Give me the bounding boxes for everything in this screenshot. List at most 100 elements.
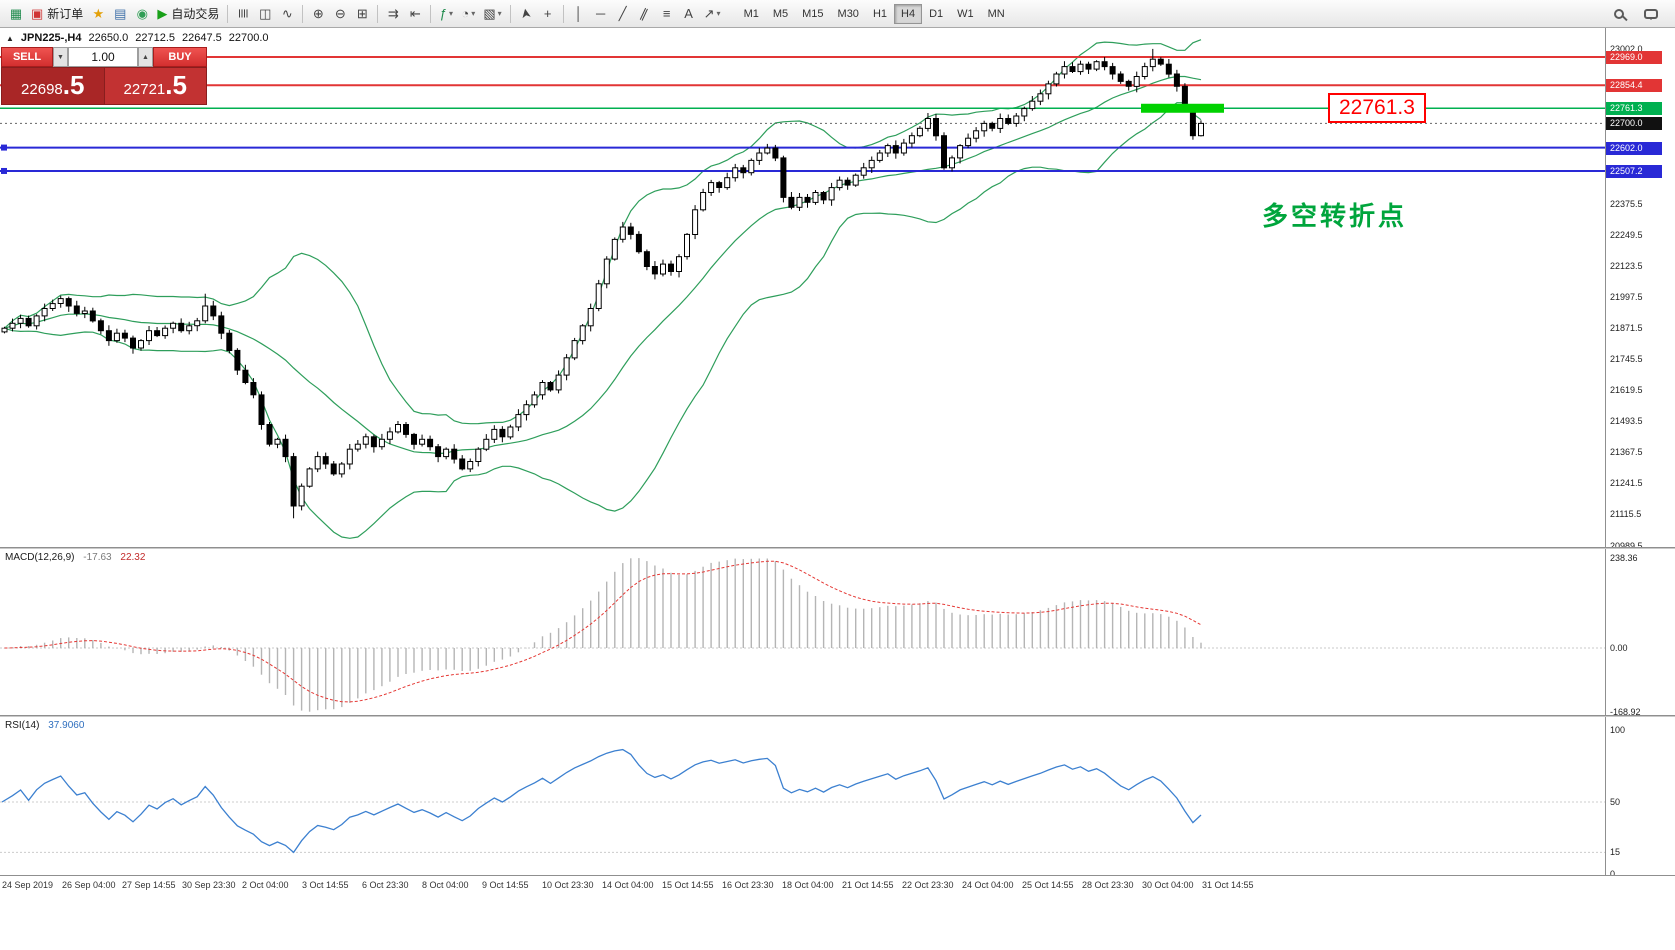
templates-icon[interactable]: ▧ ▾ (479, 3, 505, 25)
crosshair-icon[interactable]: + (537, 3, 559, 25)
auto-trading-button-label: 自动交易 (171, 7, 220, 21)
candlestick (81, 310, 88, 314)
line-chart-icon[interactable]: ∿ (276, 3, 298, 25)
auto-trading-button[interactable]: ▶ 自动交易 (153, 3, 223, 25)
macd-histogram-bar (1160, 614, 1162, 648)
vertical-line-icon[interactable]: │ (568, 3, 590, 25)
macd-histogram-bar (646, 561, 648, 648)
horizontal-line-icon[interactable]: ─ (590, 3, 612, 25)
periods-icon: ◔ (461, 6, 470, 21)
trendline-icon[interactable]: ╱ (612, 3, 634, 25)
support-line-2-tag: 22507.2 (1606, 165, 1662, 178)
chart-annotation-text[interactable]: 多空转折点 (1262, 201, 1408, 231)
rsi-panel-canvas[interactable] (0, 717, 1605, 875)
macd-histogram-bar (983, 614, 985, 648)
resistance-line-1-tag: 22969.0 (1606, 51, 1662, 64)
candlestick-chart-icon[interactable]: ◫ (254, 3, 276, 25)
periods-icon[interactable]: ◔ ▾ (457, 3, 479, 25)
time-axis-label: 2 Oct 04:00 (242, 880, 289, 890)
price-tick-label: 21997.5 (1610, 291, 1643, 302)
time-axis-label: 6 Oct 23:30 (362, 880, 409, 890)
macd-histogram-bar (308, 648, 311, 712)
timeframe-w1-button[interactable]: W1 (950, 4, 981, 24)
equidistant-channel-icon[interactable]: ∥ (634, 3, 656, 25)
price-tick-label: 21115.5 (1610, 509, 1642, 520)
timeframe-h4-button[interactable]: H4 (894, 3, 923, 24)
profiles-icon[interactable]: ▤ (109, 3, 131, 25)
macd-panel-divider[interactable] (0, 547, 1675, 549)
candlestick (162, 327, 169, 337)
macd-histogram-bar (855, 608, 857, 648)
timeframe-m30-button[interactable]: M30 (831, 4, 866, 24)
fibonacci-icon[interactable]: ≡ (656, 3, 678, 25)
candlestick (1173, 73, 1180, 87)
macd-histogram-bar (742, 559, 744, 648)
text-label-icon[interactable]: A (678, 3, 700, 25)
favorites-icon[interactable]: ★ (87, 3, 109, 25)
indicators-icon[interactable]: ƒ ▾ (435, 3, 457, 25)
macd-histogram-bar (236, 648, 239, 656)
sound-icon[interactable]: ◉ (131, 3, 153, 25)
tile-windows-icon[interactable]: ⊞ (351, 3, 373, 25)
candlestick (571, 340, 578, 359)
zoom-out-icon[interactable]: ⊖ (329, 3, 351, 25)
cursor-icon[interactable]: ➤ (515, 3, 537, 25)
candlestick (611, 238, 618, 260)
macd-histogram-bar (1095, 600, 1098, 648)
sell-price-frac: .5 (62, 70, 85, 100)
terminal-icon[interactable]: ▦ (5, 3, 27, 25)
volume-increase-button[interactable]: ▲ (138, 47, 153, 67)
price-tick-label: 21241.5 (1610, 478, 1643, 489)
fibonacci-icon: ≡ (662, 6, 671, 21)
chart-shift-icon[interactable]: ⇤ (404, 3, 426, 25)
candlestick (676, 256, 682, 272)
search-button[interactable] (1608, 3, 1630, 25)
macd-histogram-bar (116, 648, 118, 649)
sell-button[interactable]: SELL (1, 47, 53, 67)
bar-chart-icon[interactable]: ≣ (232, 3, 254, 25)
time-axis[interactable]: 24 Sep 2019 26 Sep 04:00 27 Sep 14:55 30 Se… (0, 875, 1675, 896)
auto-scroll-icon[interactable]: ⇉ (382, 3, 404, 25)
candlestick (451, 448, 458, 460)
candlestick (933, 118, 939, 137)
macd-panel-canvas[interactable] (0, 549, 1605, 715)
pivot-highlight[interactable] (1141, 103, 1224, 113)
buy-price-display[interactable]: 22721 .5 (104, 67, 207, 105)
candlestick (435, 446, 442, 458)
timeframe-mn-button[interactable]: MN (981, 4, 1012, 24)
macd-axis-label: 0.00 (1610, 643, 1628, 653)
candlestick (475, 448, 482, 463)
buy-button[interactable]: BUY (153, 47, 207, 67)
support-line-1-handle[interactable] (1, 144, 7, 151)
candlestick (732, 167, 739, 179)
candlestick (1013, 115, 1020, 124)
timeframe-d1-button[interactable]: D1 (922, 4, 950, 24)
rsi-panel-divider[interactable] (0, 715, 1675, 717)
one-click-collapse-toggle[interactable]: ▲ (6, 33, 14, 43)
support-line-1-tag: 22602.0 (1606, 141, 1662, 155)
timeframe-m5-button[interactable]: M5 (766, 4, 795, 24)
timeframe-m1-button[interactable]: M1 (737, 4, 766, 24)
volume-input[interactable] (68, 47, 138, 67)
candlestick (1045, 83, 1052, 95)
macd-histogram-bar (975, 615, 977, 648)
pivot-price-label[interactable]: 22761.3 (1328, 93, 1426, 123)
new-order-button[interactable]: ▣ 新订单 (27, 3, 87, 25)
volume-decrease-button[interactable]: ▼ (53, 47, 68, 67)
chat-button[interactable] (1640, 3, 1662, 25)
zoom-in-icon[interactable]: ⊕ (307, 3, 329, 25)
candlestick (57, 298, 64, 305)
timeframe-m15-button[interactable]: M15 (795, 4, 830, 24)
candlestick (973, 130, 980, 139)
timeframe-h1-button[interactable]: H1 (866, 4, 894, 24)
support-line-2-handle[interactable] (1, 167, 7, 174)
candlestick (1109, 66, 1116, 75)
arrows-icon[interactable]: ↗ ▾ (700, 3, 725, 25)
macd-histogram-bar (284, 648, 287, 695)
macd-histogram-bar (140, 648, 142, 655)
candlestick (764, 147, 771, 154)
sell-price-display[interactable]: 22698 .5 (1, 67, 105, 105)
candlestick (1085, 63, 1092, 70)
macd-histogram-bar (814, 596, 817, 648)
price-axis[interactable]: 23002.0 22375.5 22249.5 22123.5 21997.5 21871… (1605, 28, 1675, 879)
